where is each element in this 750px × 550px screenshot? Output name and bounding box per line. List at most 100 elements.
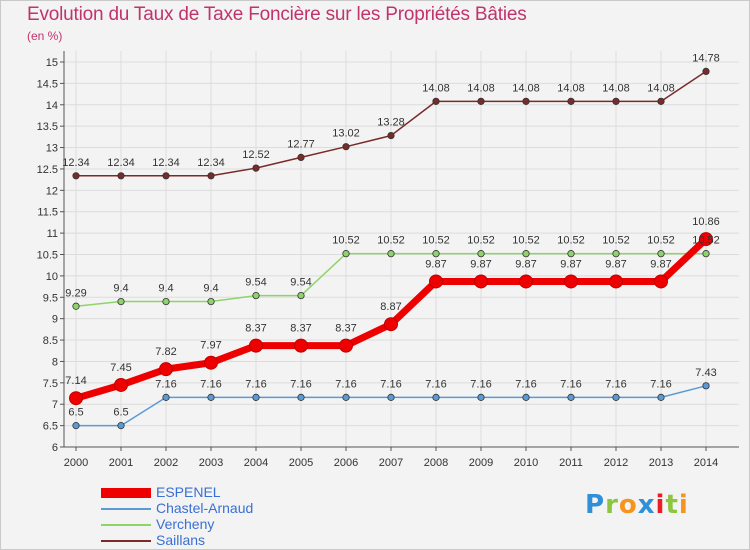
- data-point: [519, 274, 533, 289]
- data-point: [297, 393, 305, 401]
- data-point: [387, 393, 395, 401]
- y-tick-label: 12: [46, 185, 58, 197]
- legend-label-vercheny: Vercheny: [156, 516, 215, 532]
- logo-letter: i: [655, 490, 666, 520]
- data-point: [207, 172, 215, 180]
- data-point: [387, 131, 395, 140]
- y-tick-label: 14.5: [37, 78, 58, 90]
- data-point: [429, 274, 443, 289]
- x-tick-label: 2006: [334, 457, 358, 469]
- data-point: [387, 250, 395, 258]
- legend-label-saillans: Saillans: [156, 532, 206, 548]
- data-point: [609, 274, 623, 289]
- data-label: 10.52: [467, 235, 495, 247]
- data-label: 9.87: [470, 258, 491, 270]
- y-tick-label: 10: [46, 271, 58, 283]
- data-point: [657, 393, 665, 401]
- data-label: 9.54: [290, 277, 311, 289]
- data-point: [249, 338, 263, 353]
- data-label: 14.78: [692, 52, 720, 64]
- data-point: [612, 97, 620, 105]
- data-label: 10.52: [512, 235, 540, 247]
- series-espenel: [69, 232, 713, 406]
- data-point: [252, 164, 260, 172]
- data-label: 7.16: [335, 378, 356, 390]
- data-label: 10.52: [602, 235, 630, 247]
- x-tick-label: 2008: [424, 457, 448, 469]
- data-label: 14.08: [422, 82, 450, 94]
- data-label: 10.52: [332, 235, 360, 247]
- data-point: [117, 172, 125, 180]
- data-point: [294, 338, 308, 353]
- x-tick-label: 2012: [604, 457, 628, 469]
- data-point: [69, 391, 83, 406]
- data-label: 13.28: [377, 117, 405, 129]
- data-label: 13.02: [332, 128, 360, 140]
- logo-letter: P: [585, 490, 606, 520]
- y-tick-label: 7.5: [43, 378, 58, 390]
- chart-subtitle: (en %): [27, 29, 63, 43]
- x-tick-label: 2007: [379, 457, 403, 469]
- data-label: 9.29: [65, 287, 86, 299]
- data-point: [297, 291, 305, 300]
- y-tick-label: 8.5: [43, 335, 58, 347]
- y-tick-label: 9: [52, 314, 58, 326]
- data-point: [207, 393, 215, 401]
- data-label: 8.37: [290, 323, 311, 335]
- legend-label-espenel: ESPENEL: [156, 484, 221, 500]
- data-label: 9.87: [605, 258, 626, 270]
- data-point: [252, 393, 260, 401]
- data-point: [342, 143, 350, 151]
- data-label: 10.52: [692, 235, 720, 247]
- y-tick-label: 6: [52, 442, 58, 454]
- data-point: [522, 97, 530, 105]
- data-label: 14.08: [647, 82, 675, 94]
- data-point: [699, 232, 713, 247]
- proxiti-logo: Proxiti: [585, 490, 689, 520]
- x-tick-label: 2009: [469, 457, 493, 469]
- y-tick-label: 13: [46, 143, 58, 155]
- data-point: [612, 393, 620, 401]
- x-tick-label: 2010: [514, 457, 538, 469]
- data-point: [702, 67, 710, 76]
- y-tick-label: 7: [52, 399, 58, 411]
- data-label: 7.82: [155, 346, 176, 358]
- y-tick-label: 14: [46, 100, 58, 112]
- x-tick-label: 2003: [199, 457, 223, 469]
- data-label: 14.08: [512, 82, 540, 94]
- logo-letter: r: [605, 490, 619, 520]
- data-point: [657, 250, 665, 258]
- data-label: 9.4: [203, 283, 218, 295]
- data-label: 9.87: [650, 258, 671, 270]
- data-label: 12.34: [152, 157, 180, 169]
- data-point: [204, 355, 218, 370]
- x-tick-label: 2002: [154, 457, 178, 469]
- y-tick-label: 8: [52, 356, 58, 368]
- x-tick-label: 2001: [109, 457, 133, 469]
- data-label: 14.08: [602, 82, 630, 94]
- y-tick-label: 9.5: [43, 292, 58, 304]
- data-label: 10.52: [557, 235, 585, 247]
- y-tick-label: 6.5: [43, 421, 58, 433]
- data-point: [612, 250, 620, 258]
- data-point: [522, 393, 530, 401]
- data-point: [207, 297, 215, 306]
- legend-swatch-vercheny: [101, 524, 151, 526]
- y-tick-label: 13.5: [37, 121, 58, 133]
- data-point: [252, 291, 260, 300]
- data-label: 9.87: [515, 258, 536, 270]
- data-label: 7.16: [245, 378, 266, 390]
- data-label: 14.08: [557, 82, 585, 94]
- data-label: 12.77: [287, 138, 315, 150]
- data-label: 6.5: [68, 407, 83, 419]
- logo-letter: t: [665, 490, 679, 520]
- x-tick-label: 2005: [289, 457, 313, 469]
- data-point: [117, 297, 125, 306]
- data-point: [117, 422, 125, 430]
- series-vercheny: [72, 250, 710, 310]
- logo-letter: x: [637, 490, 656, 520]
- data-label: 10.52: [647, 235, 675, 247]
- data-label: 8.37: [245, 323, 266, 335]
- y-tick-label: 11.5: [37, 207, 58, 219]
